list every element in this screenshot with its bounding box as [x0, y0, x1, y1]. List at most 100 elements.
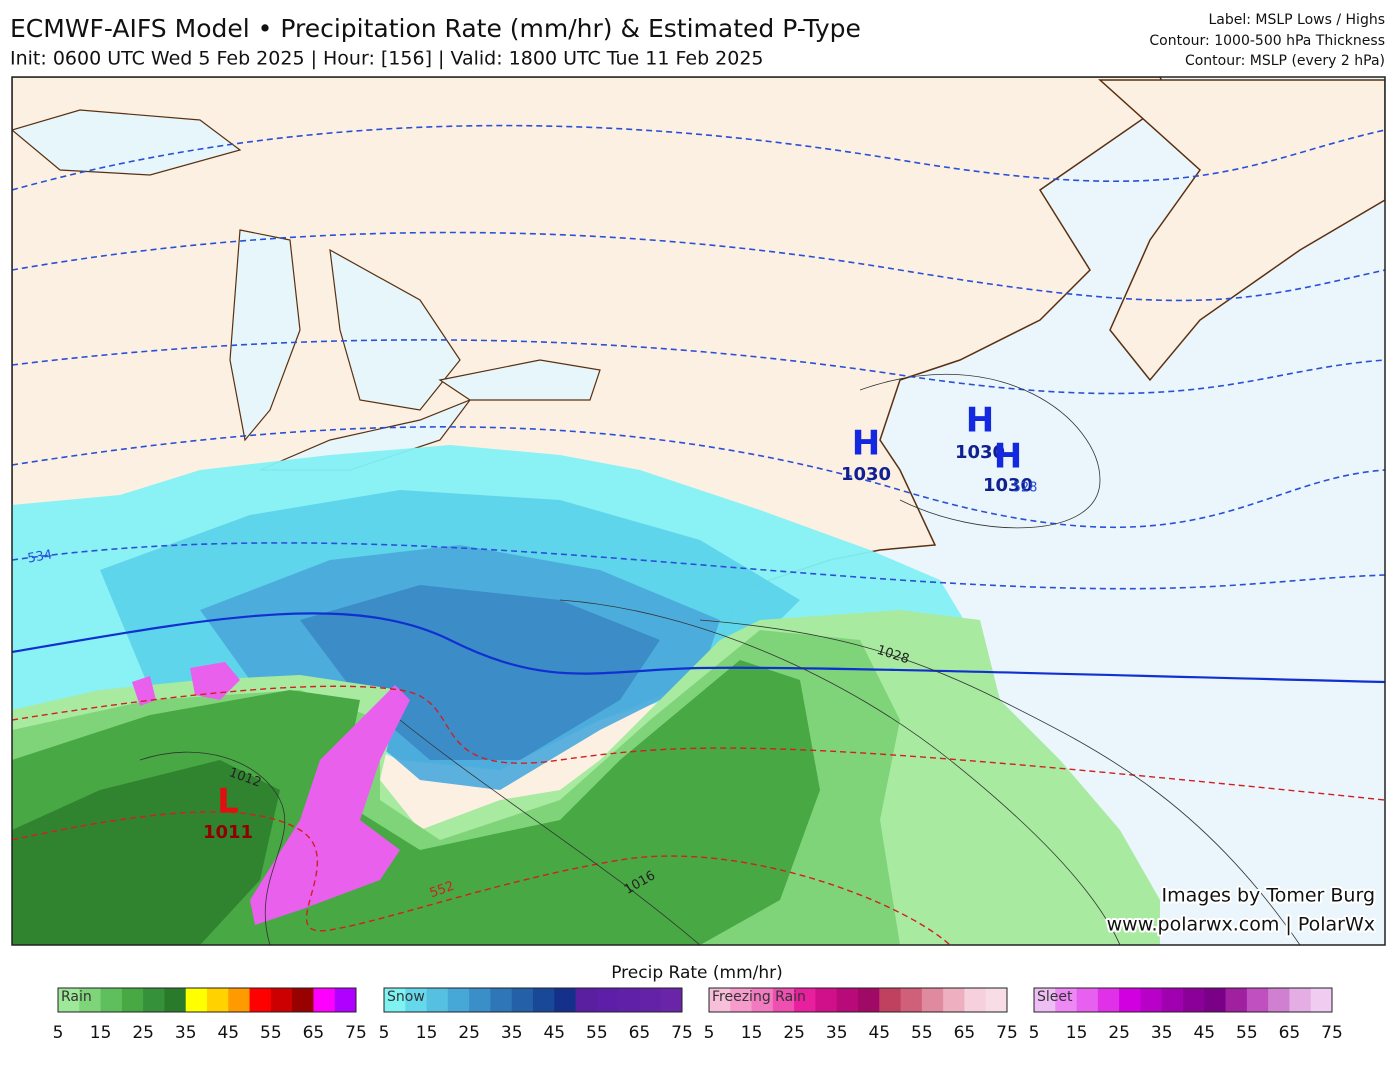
colorbar-swatch	[943, 988, 965, 1012]
colorbar-title: Precip Rate (mm/hr)	[611, 963, 783, 983]
colorbar-tick-label: 35	[1151, 1023, 1173, 1043]
colorbar-swatch	[1204, 988, 1227, 1012]
colorbar-label: Snow	[387, 989, 425, 1005]
colorbar-frame	[708, 987, 1008, 1013]
colorbar-swatch	[1119, 988, 1141, 1012]
colorbar-swatch	[228, 988, 251, 1012]
colorbar-swatch	[1076, 988, 1099, 1012]
contour-label: 534	[26, 547, 53, 566]
colorbar-swatch	[1225, 988, 1248, 1012]
colorbar-frame	[383, 987, 683, 1013]
high-symbol: H	[994, 437, 1022, 477]
colorbar-tick-label: 45	[868, 1023, 890, 1043]
colorbar-swatch	[1055, 988, 1078, 1012]
low-symbol: L	[217, 782, 239, 822]
colorbar-swatch	[426, 988, 449, 1012]
colorbar-swatch	[1034, 988, 1056, 1012]
colorbar-swatch	[1246, 988, 1269, 1012]
colorbar-swatch	[596, 988, 619, 1012]
colorbar-swatch	[164, 988, 187, 1012]
colorbar-swatch	[879, 988, 902, 1012]
colorbar-label: Sleet	[1037, 989, 1073, 1005]
map: H 1030 H 1030 H 1030 L 1011 1028 1012 10…	[11, 76, 1386, 946]
colorbar-tick-label: 65	[1279, 1023, 1301, 1043]
colorbar-tick-label: 65	[954, 1023, 976, 1043]
colorbar-tick-label: 15	[741, 1023, 763, 1043]
colorbar-swatch	[618, 988, 640, 1012]
colorbar-tick-label: 25	[132, 1023, 154, 1043]
colorbar-tick-label: 45	[217, 1023, 239, 1043]
isobars	[139, 373, 1301, 945]
colorbar-tick-label: 15	[90, 1023, 112, 1043]
colorbar-swatch	[249, 988, 272, 1012]
colorbar-swatch	[292, 988, 314, 1012]
colorbar-tick-label: 75	[671, 1023, 693, 1043]
colorbar-tick-label: 35	[501, 1023, 523, 1043]
colorbar-swatch	[1310, 988, 1333, 1012]
colorbar-swatch	[334, 988, 357, 1012]
subtitle: Init: 0600 UTC Wed 5 Feb 2025 | Hour: [1…	[10, 48, 764, 70]
legend-note: Label: MSLP Lows / Highs	[1208, 12, 1385, 28]
colorbar-tick-label: 5	[704, 1023, 715, 1043]
colorbar-swatch	[469, 988, 491, 1012]
colorbar-swatch	[405, 988, 428, 1012]
high-symbol: H	[966, 401, 994, 441]
colorbar-swatch	[100, 988, 123, 1012]
sleet-area	[132, 662, 410, 925]
colorbar-swatch	[511, 988, 534, 1012]
colorbar-swatch	[730, 988, 753, 1012]
colorbar-swatch	[207, 988, 229, 1012]
colorbar-tick-label: 55	[260, 1023, 282, 1043]
colorbar-frame	[57, 987, 357, 1013]
thickness-contours	[12, 124, 1385, 590]
colorbar-tick-label: 55	[1236, 1023, 1258, 1043]
high-symbol: H	[852, 424, 880, 464]
colorbar-swatch	[1268, 988, 1290, 1012]
colorbar-tick-label: 75	[996, 1023, 1018, 1043]
colorbar-swatch	[121, 988, 144, 1012]
colorbar-swatch	[1140, 988, 1163, 1012]
colorbar-swatch	[313, 988, 336, 1012]
colorbar-tick-label: 75	[345, 1023, 367, 1043]
credit: www.polarwx.com | PolarWx	[1107, 914, 1375, 936]
lakes	[12, 109, 601, 471]
low-pressure: 1011	[203, 822, 253, 843]
colorbar-tick-label: 65	[629, 1023, 651, 1043]
colorbar-tick-label: 5	[1029, 1023, 1040, 1043]
high-pressure: 1030	[955, 442, 1005, 463]
colorbar-tick-label: 25	[458, 1023, 480, 1043]
colorbar-tick-label: 45	[1193, 1023, 1215, 1043]
colorbar-swatch	[836, 988, 859, 1012]
thickness-contours	[12, 685, 1385, 945]
colorbar-swatch	[1161, 988, 1184, 1012]
rain-area	[12, 760, 280, 945]
colorbar-swatch	[772, 988, 795, 1012]
colorbar-swatch	[964, 988, 987, 1012]
colorbar-swatch	[490, 988, 513, 1012]
colorbar-swatch	[447, 988, 470, 1012]
colorbar-swatch	[921, 988, 944, 1012]
colorbar-tick-label: 45	[543, 1023, 565, 1043]
colorbar-swatch	[639, 988, 662, 1012]
land	[1098, 79, 1385, 382]
colorbar-tick-label: 5	[379, 1023, 390, 1043]
colorbar-tick-label: 25	[1108, 1023, 1130, 1043]
contour-label: 528	[1013, 481, 1038, 496]
colorbar-tick-label: 35	[826, 1023, 848, 1043]
colorbar-label: Rain	[61, 989, 92, 1005]
high-pressure: 1030	[841, 464, 891, 485]
thickness-540	[12, 612, 1385, 684]
colorbar-frame	[1033, 987, 1333, 1013]
legend-note: Contour: MSLP (every 2 hPa)	[1185, 53, 1385, 69]
colorbar-swatch	[1097, 988, 1120, 1012]
colorbar-swatch	[751, 988, 774, 1012]
colorbar-tick-label: 15	[416, 1023, 438, 1043]
colorbar-tick-label: 15	[1066, 1023, 1088, 1043]
colorbar-swatch	[79, 988, 102, 1012]
colorbar-swatch	[533, 988, 555, 1012]
colorbar-tick-label: 5	[53, 1023, 64, 1043]
colorbar-swatch	[384, 988, 406, 1012]
credit: Images by Tomer Burg	[1162, 885, 1375, 907]
